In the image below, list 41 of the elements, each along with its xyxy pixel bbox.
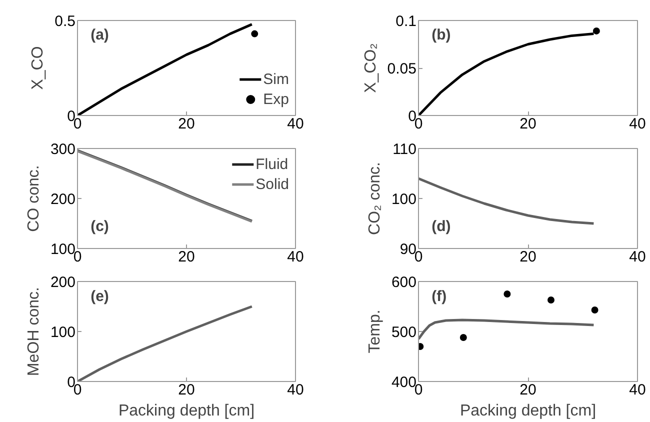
y-tick-label: 500: [391, 324, 417, 341]
annotation: (f): [432, 288, 447, 305]
x-tick-label: 40: [629, 116, 646, 132]
annotation: (c): [90, 218, 109, 235]
x-tick-label: 20: [520, 116, 536, 132]
y-tick-label: 300: [50, 141, 76, 158]
x-tick-label: 20: [178, 116, 195, 132]
x-tick-label: 40: [629, 382, 646, 398]
annotation: (b): [432, 26, 451, 44]
y-axis-title: X_CO₂: [362, 43, 380, 93]
x-tick-label: 20: [178, 382, 195, 398]
y-tick-label: 110: [392, 141, 417, 158]
x-tick-label: 20: [178, 248, 195, 266]
y-tick-label: 600: [391, 274, 417, 291]
annotation: (d): [432, 218, 451, 235]
x-tick-label: 20: [520, 382, 536, 398]
x-axis-title: Packing depth [cm]: [460, 402, 596, 420]
annotation: (a): [90, 26, 109, 44]
y-axis-title: MeOH conc.: [25, 287, 42, 376]
x-axis-title: Packing depth [cm]: [118, 402, 255, 420]
legend-label: Sim: [263, 70, 289, 88]
y-axis-title: Temp.: [366, 310, 384, 354]
legend-label: Fluid: [256, 156, 288, 172]
annotation: (e): [90, 288, 109, 305]
x-tick-label: 20: [520, 248, 536, 266]
x-tick-label: 40: [287, 382, 304, 398]
y-tick-label: 200: [50, 191, 76, 208]
y-tick-label: 0.05: [387, 60, 417, 78]
x-tick-label: 40: [629, 248, 646, 266]
y-tick-label: 100: [391, 191, 417, 208]
y-tick-label: 200: [50, 274, 76, 291]
legend-label: Solid: [256, 176, 289, 192]
y-tick-label: 0.5: [54, 13, 76, 30]
y-tick-label: 0.1: [396, 13, 417, 30]
x-tick-label: 40: [287, 116, 304, 132]
x-tick-label: 40: [287, 248, 304, 266]
legend-label: Exp: [263, 90, 289, 108]
y-axis-title: CO₂ conc.: [366, 162, 384, 235]
y-axis-title: X_CO: [30, 46, 47, 90]
y-tick-label: 100: [50, 324, 76, 341]
y-axis-title: CO conc.: [25, 165, 42, 232]
